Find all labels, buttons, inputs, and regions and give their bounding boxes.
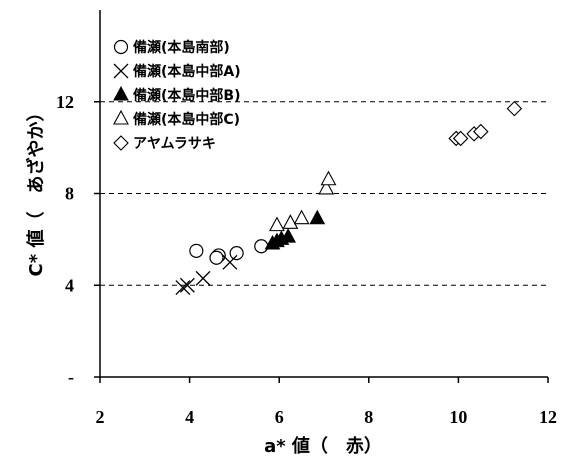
data-point-series-4 (269, 216, 285, 232)
data-point-series-1 (189, 243, 204, 258)
gridlines (100, 101, 548, 286)
x-tick-label: 6 (275, 407, 284, 427)
x-tick-label: 4 (185, 407, 194, 427)
tick-labels: 2 4 6 8 10 12 - 4 8 12 (56, 92, 557, 427)
data-point-series-2 (179, 277, 195, 293)
legend-marker-1 (113, 39, 129, 55)
x-tick-label: 12 (539, 407, 557, 427)
y-tick-label: - (68, 367, 74, 387)
legend-marker-4 (113, 109, 129, 125)
data-point-series-2 (195, 270, 211, 286)
y-tick-label: 4 (65, 275, 74, 295)
y-tick-label: 12 (56, 92, 74, 112)
legend-label-2: 備瀬(本島中部A) (133, 63, 241, 80)
data-point-series-1 (254, 239, 269, 254)
data-point-series-1 (209, 250, 224, 265)
legend-marker-2 (113, 63, 129, 79)
x-tick-label: 10 (449, 407, 467, 427)
y-tick-label: 8 (65, 184, 74, 204)
x-tick-label: 2 (96, 407, 105, 427)
legend-label-1: 備瀬(本島南部) (133, 39, 230, 56)
data-point-series-3 (309, 209, 326, 225)
data-point-series-4 (293, 209, 310, 225)
data-point-series-4 (318, 179, 335, 195)
data-point-series-4 (320, 170, 337, 186)
x-axis-title: a* 値（ 赤） (264, 435, 382, 457)
data-point-series-5 (473, 123, 489, 140)
data-point-series-3 (280, 228, 296, 243)
data-point-series-5 (506, 100, 523, 117)
legend: 備瀬(本島南部) 備瀬(本島中部A) 備瀬(本島中部B) 備瀬(本島中部C) アヤムラサ… (113, 39, 241, 152)
data-points (175, 100, 523, 296)
data-point-series-5 (452, 130, 469, 147)
data-point-series-4 (282, 214, 299, 229)
data-point-series-2 (175, 280, 191, 296)
legend-marker-3 (113, 85, 129, 101)
axes (94, 10, 549, 383)
legend-label-5: アヤムラサキ (133, 136, 216, 152)
legend-marker-5 (113, 135, 129, 151)
x-tick-label: 8 (364, 407, 373, 427)
data-point-series-1 (229, 246, 244, 261)
y-axis-title: C* 値（ あざやか） (25, 104, 47, 277)
data-point-series-2 (222, 254, 238, 270)
legend-label-4: 備瀬(本島中部C) (133, 111, 240, 128)
legend-label-3: 備瀬(本島中部B) (133, 87, 240, 104)
